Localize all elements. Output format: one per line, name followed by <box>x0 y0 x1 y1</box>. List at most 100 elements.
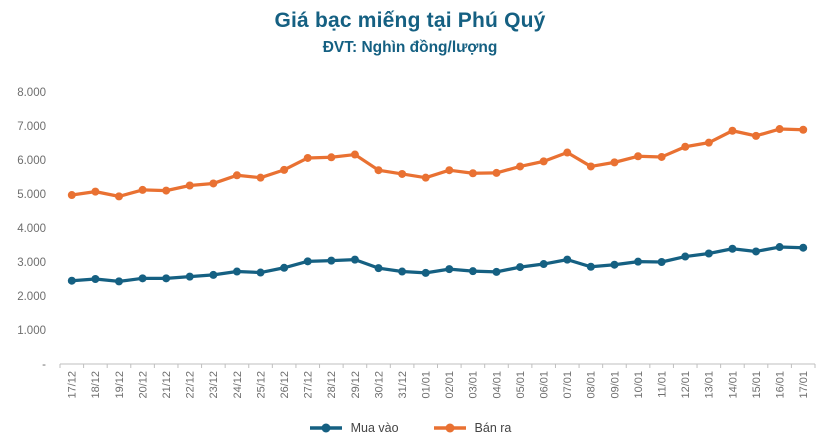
x-axis-tick-label: 06/01 <box>539 371 551 399</box>
x-axis-tick-label: 20/12 <box>137 371 149 399</box>
data-point-marker <box>468 169 477 178</box>
data-point-marker <box>445 166 454 175</box>
chart-subtitle: ĐVT: Nghìn đồng/lượng <box>322 39 498 56</box>
x-axis-tick-label: 13/01 <box>704 371 716 399</box>
data-point-marker <box>421 173 430 182</box>
data-point-marker <box>492 168 501 177</box>
data-point-marker <box>398 267 407 276</box>
x-axis-tick-label: 27/12 <box>303 371 315 399</box>
data-point-marker <box>610 260 619 269</box>
x-axis-tick-label: 08/01 <box>586 371 598 399</box>
data-point-marker <box>563 148 572 157</box>
data-point-marker <box>91 275 100 283</box>
x-axis-tick-label: 28/12 <box>326 371 338 399</box>
x-axis-tick-label: 11/01 <box>656 371 668 398</box>
series-line <box>70 127 805 199</box>
data-point-marker <box>563 255 572 264</box>
data-point-marker <box>162 274 171 283</box>
x-axis-tick-label: 25/12 <box>255 371 267 399</box>
x-axis-tick-label: 14/01 <box>727 371 739 399</box>
y-axis-tick-label: 2.000 <box>17 291 46 303</box>
data-point-marker <box>516 263 525 272</box>
data-point-marker <box>350 150 359 159</box>
data-point-marker <box>728 126 737 135</box>
x-axis-tick-label: 05/01 <box>515 371 527 399</box>
data-point-marker <box>114 277 123 286</box>
y-axis-tick-label: 7.000 <box>17 121 46 133</box>
data-point-marker <box>586 262 595 271</box>
data-point-marker <box>704 138 713 147</box>
x-axis-tick-label: 12/01 <box>680 371 692 399</box>
data-point-marker <box>539 260 548 269</box>
data-point-marker <box>209 270 218 279</box>
data-point-marker <box>468 267 477 276</box>
data-point-marker <box>728 244 737 253</box>
x-axis-tick-label: 15/01 <box>751 371 763 399</box>
chart-legend: Mua vào Bán ra <box>0 421 820 435</box>
data-point-marker <box>516 162 525 171</box>
data-point-marker <box>280 165 289 174</box>
data-point-marker <box>634 152 643 161</box>
data-point-marker <box>610 158 619 167</box>
x-axis-tick-label: 02/01 <box>444 371 456 399</box>
data-point-marker <box>138 274 147 283</box>
data-point-marker <box>492 267 501 276</box>
x-axis-tick-label: 29/12 <box>350 371 362 399</box>
data-point-marker <box>162 186 171 195</box>
data-point-marker <box>67 276 76 285</box>
legend-label-mua-vao: Mua vào <box>350 421 399 435</box>
y-axis-tick-label: 5.000 <box>17 189 46 201</box>
data-point-marker <box>256 173 265 182</box>
x-axis-tick-label: 26/12 <box>279 371 291 399</box>
data-point-marker <box>350 255 359 264</box>
y-axis-tick-label: 8.000 <box>17 87 46 99</box>
x-axis-tick-label: 21/12 <box>161 371 173 399</box>
legend-label-ban-ra: Bán ra <box>474 421 512 435</box>
data-point-marker <box>327 153 336 162</box>
legend-item-ban-ra: Bán ra <box>433 421 512 435</box>
x-axis-tick-label: 04/01 <box>491 371 503 399</box>
y-axis-tick-label: 4.000 <box>17 223 46 235</box>
data-point-marker <box>303 153 312 162</box>
x-axis-tick-label: 17/01 <box>798 371 810 399</box>
data-point-marker <box>374 166 383 175</box>
x-axis-tick-label: 07/01 <box>562 371 574 399</box>
data-point-marker <box>185 272 194 281</box>
data-point-marker <box>657 152 666 161</box>
x-axis-tick-label: 31/12 <box>397 371 409 399</box>
ban-ra-line-marker-icon <box>433 423 466 433</box>
data-point-marker <box>775 243 784 252</box>
data-point-marker <box>799 125 808 134</box>
x-axis-tick-label: 01/01 <box>421 371 433 399</box>
x-axis-tick-label: 17/12 <box>67 371 79 399</box>
data-point-marker <box>67 191 76 200</box>
data-point-marker <box>704 249 713 258</box>
series-line <box>70 245 805 284</box>
data-point-marker <box>209 179 218 188</box>
x-axis-tick-label: 24/12 <box>232 371 244 399</box>
data-point-marker <box>398 169 407 178</box>
data-point-marker <box>280 263 289 272</box>
y-axis-tick-label: - <box>42 359 46 371</box>
data-point-marker <box>138 185 147 194</box>
legend-dot <box>321 423 331 433</box>
data-point-marker <box>445 265 454 274</box>
data-point-marker <box>657 258 666 266</box>
mua-vao-line-marker-icon <box>309 423 342 433</box>
legend-dot <box>445 423 455 433</box>
data-point-marker <box>185 181 194 190</box>
data-point-marker <box>752 131 761 140</box>
x-axis-tick-label: 18/12 <box>90 371 102 399</box>
legend-item-mua-vao: Mua vào <box>309 421 399 435</box>
data-point-marker <box>586 162 595 171</box>
data-point-marker <box>327 256 336 265</box>
data-point-marker <box>752 247 761 256</box>
data-point-marker <box>539 157 548 166</box>
data-point-marker <box>681 142 690 151</box>
x-axis-tick-label: 10/01 <box>633 371 645 399</box>
x-axis-tick-label: 30/12 <box>373 371 385 399</box>
x-axis-tick-label: 09/01 <box>609 371 621 399</box>
x-axis-tick-label: 16/01 <box>774 371 786 399</box>
